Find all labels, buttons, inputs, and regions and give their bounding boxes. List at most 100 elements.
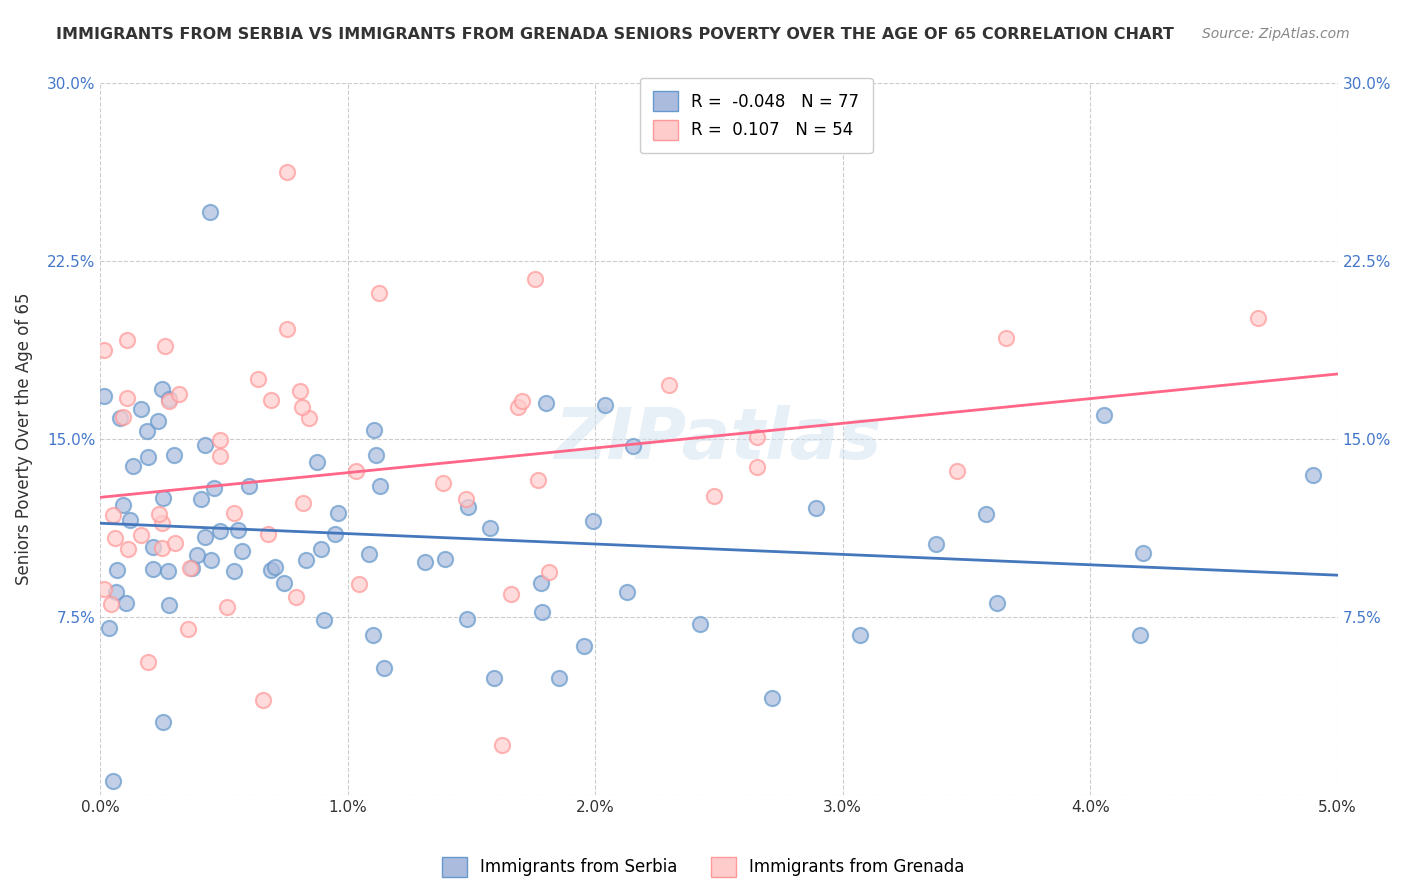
Point — [658, 378, 681, 392]
Point — [120, 513, 142, 527]
Point — [276, 165, 298, 179]
Point — [323, 526, 346, 541]
Point — [359, 547, 381, 561]
Point — [150, 382, 173, 396]
Point — [156, 565, 179, 579]
Point — [290, 400, 312, 414]
Point — [103, 508, 125, 522]
Point — [190, 491, 212, 506]
Point — [457, 500, 479, 514]
Point — [148, 413, 170, 427]
Point — [162, 448, 184, 462]
Point — [747, 459, 769, 474]
Point — [344, 464, 367, 478]
Point — [294, 553, 316, 567]
Point — [276, 322, 298, 336]
Point — [97, 621, 120, 635]
Point — [273, 575, 295, 590]
Point — [179, 561, 201, 575]
Point — [298, 410, 321, 425]
Point — [142, 540, 165, 554]
Point — [1302, 468, 1324, 483]
Point — [200, 204, 222, 219]
Point — [157, 393, 180, 408]
Point — [117, 542, 139, 557]
Point — [148, 508, 170, 522]
Point — [202, 481, 225, 495]
Point — [231, 544, 253, 558]
Point — [238, 479, 260, 493]
Point — [974, 507, 997, 521]
Point — [222, 565, 245, 579]
Point — [534, 396, 557, 410]
Point — [572, 639, 595, 653]
Point — [326, 506, 349, 520]
Point — [103, 531, 125, 545]
Point — [432, 475, 454, 490]
Point — [264, 560, 287, 574]
Point — [986, 596, 1008, 610]
Legend: Immigrants from Serbia, Immigrants from Grenada: Immigrants from Serbia, Immigrants from … — [434, 850, 972, 884]
Point — [101, 774, 124, 789]
Point — [548, 671, 571, 685]
Point — [177, 622, 200, 636]
Point — [163, 535, 186, 549]
Point — [582, 514, 605, 528]
Point — [186, 549, 208, 563]
Point — [150, 541, 173, 555]
Point — [252, 693, 274, 707]
Point — [523, 272, 546, 286]
Point — [150, 516, 173, 530]
Point — [531, 605, 554, 619]
Point — [257, 527, 280, 541]
Point — [527, 473, 550, 487]
Point — [370, 479, 392, 493]
Point — [136, 655, 159, 669]
Point — [93, 582, 115, 596]
Point — [363, 423, 385, 437]
Point — [180, 561, 202, 575]
Y-axis label: Seniors Poverty Over the Age of 65: Seniors Poverty Over the Age of 65 — [15, 293, 32, 585]
Point — [849, 628, 872, 642]
Text: ZIPatlas: ZIPatlas — [555, 405, 883, 474]
Point — [945, 464, 967, 478]
Point — [361, 628, 384, 642]
Point — [291, 496, 314, 510]
Point — [110, 411, 132, 425]
Point — [434, 552, 457, 566]
Point — [247, 372, 270, 386]
Point — [208, 524, 231, 538]
Legend: R =  -0.048   N = 77, R =  0.107   N = 54: R = -0.048 N = 77, R = 0.107 N = 54 — [640, 78, 873, 153]
Point — [312, 613, 335, 627]
Point — [491, 738, 513, 752]
Point — [200, 553, 222, 567]
Point — [208, 449, 231, 463]
Point — [117, 333, 139, 347]
Point — [745, 429, 768, 443]
Point — [93, 343, 115, 357]
Point — [208, 434, 231, 448]
Point — [456, 611, 478, 625]
Point — [222, 506, 245, 520]
Point — [194, 438, 217, 452]
Text: Source: ZipAtlas.com: Source: ZipAtlas.com — [1202, 27, 1350, 41]
Point — [1129, 628, 1152, 642]
Point — [194, 530, 217, 544]
Point — [136, 425, 159, 439]
Point — [689, 616, 711, 631]
Point — [131, 402, 153, 417]
Point — [530, 576, 553, 591]
Point — [804, 500, 827, 515]
Point — [413, 555, 436, 569]
Point — [761, 691, 783, 706]
Point — [114, 596, 136, 610]
Point — [157, 392, 180, 407]
Point — [122, 459, 145, 474]
Point — [260, 393, 283, 408]
Point — [285, 590, 308, 604]
Point — [506, 401, 529, 415]
Point — [1247, 310, 1270, 325]
Point — [482, 672, 505, 686]
Point — [153, 339, 176, 353]
Point — [129, 528, 152, 542]
